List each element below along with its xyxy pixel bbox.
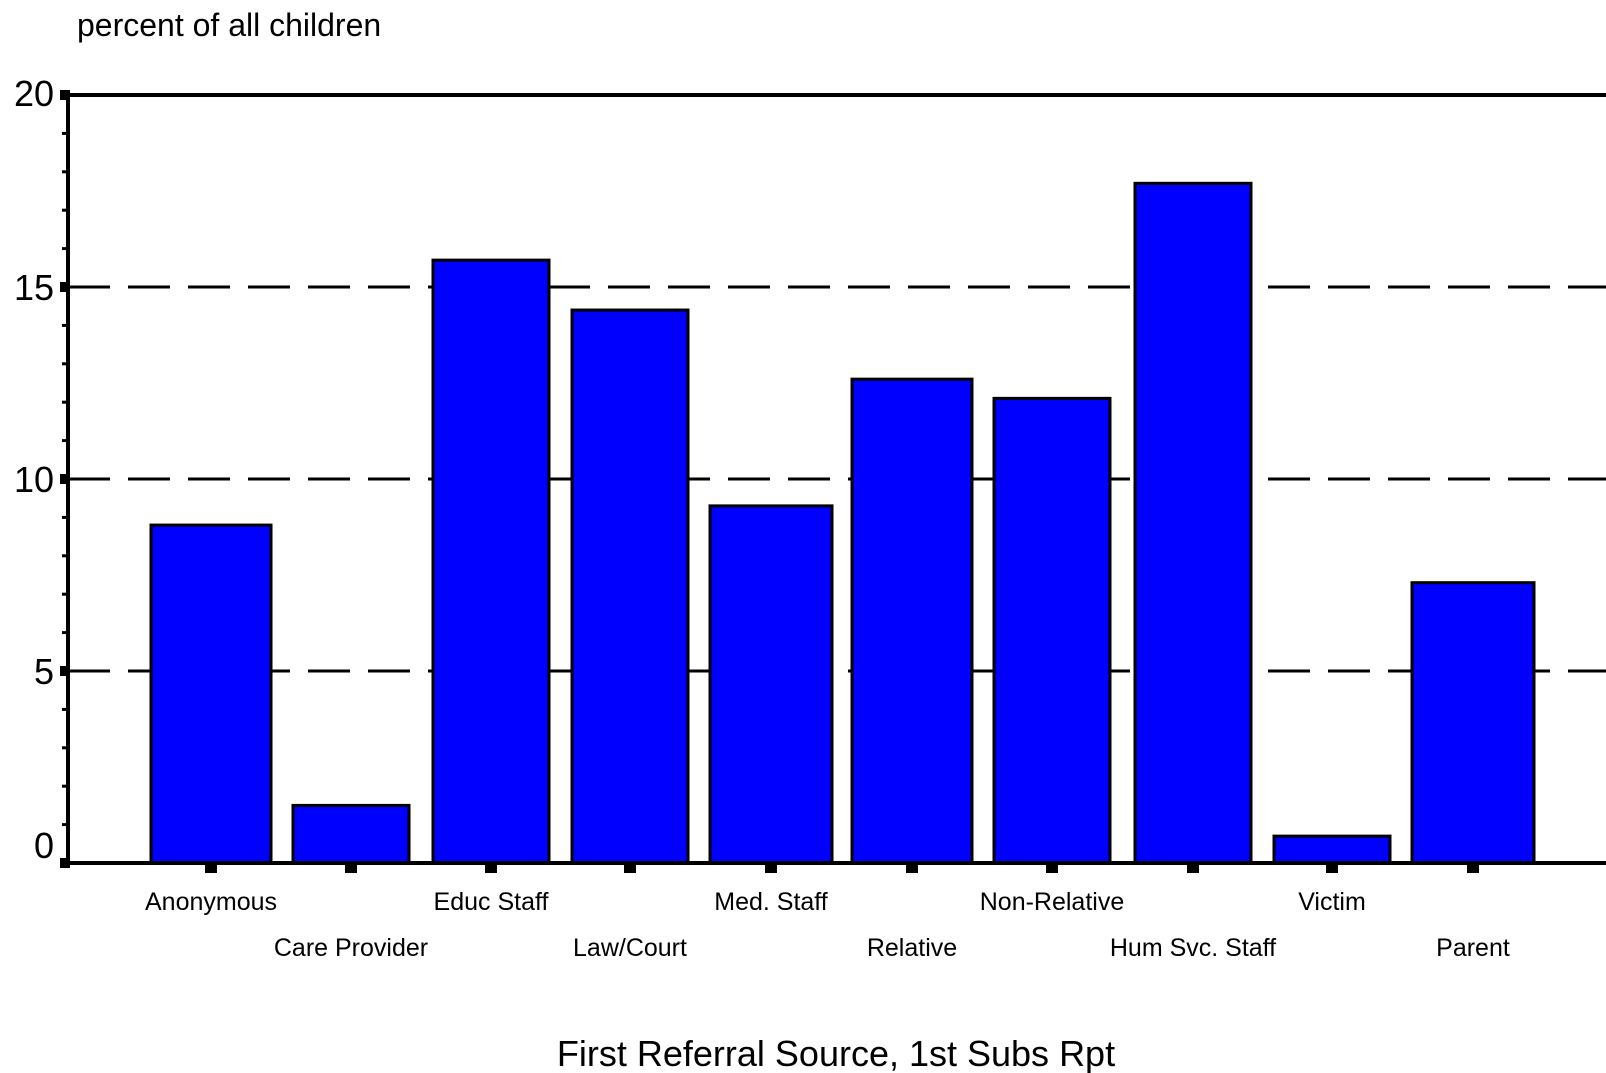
- x-tick-label: Non-Relative: [980, 888, 1125, 916]
- bar: [149, 523, 273, 865]
- x-tick: [765, 863, 777, 873]
- y-ticks: 0 5 10 15 20: [14, 73, 70, 868]
- bar: [992, 396, 1112, 865]
- y-axis-label: percent of all children: [77, 7, 381, 43]
- bar: [291, 803, 411, 865]
- gridlines: [68, 285, 1606, 673]
- x-tick: [624, 863, 636, 873]
- x-tick: [345, 863, 357, 873]
- bar: [1272, 834, 1392, 865]
- axes: [66, 93, 1606, 865]
- y-tick-label: 15: [14, 267, 54, 308]
- y-tick-label: 10: [14, 459, 54, 500]
- bar: [850, 377, 974, 865]
- x-tick-label: Law/Court: [573, 934, 687, 962]
- bar: [708, 504, 834, 865]
- x-tick-label: Anonymous: [145, 888, 277, 916]
- bars: [149, 181, 1536, 865]
- x-tick: [485, 863, 497, 873]
- y-tick-label: 5: [34, 651, 54, 692]
- x-tick-label: Parent: [1436, 934, 1510, 962]
- x-tick: [205, 863, 217, 873]
- bar: [1410, 581, 1536, 865]
- x-tick-label: Relative: [867, 934, 957, 962]
- y-major-tick: [60, 282, 70, 292]
- bar: [570, 308, 690, 865]
- x-tick: [1046, 863, 1058, 873]
- y-major-tick: [60, 858, 70, 868]
- y-major-tick: [60, 666, 70, 676]
- bar: [431, 258, 551, 865]
- x-tick: [1326, 863, 1338, 873]
- x-tick: [906, 863, 918, 873]
- x-tick: [1467, 863, 1479, 873]
- y-major-tick: [60, 474, 70, 484]
- y-major-tick: [60, 90, 70, 100]
- x-tick-label: Med. Staff: [714, 888, 828, 916]
- y-tick-label: 0: [34, 825, 54, 866]
- bar: [1133, 181, 1253, 865]
- x-tick-label: Victim: [1298, 888, 1366, 916]
- x-axis-label: First Referral Source, 1st Subs Rpt: [557, 1033, 1115, 1073]
- x-tick: [1187, 863, 1199, 873]
- y-tick-label: 20: [14, 73, 54, 114]
- x-tick-label: Care Provider: [274, 934, 428, 962]
- x-tick-label: Educ Staff: [434, 888, 549, 916]
- x-tick-label: Hum Svc. Staff: [1110, 934, 1276, 962]
